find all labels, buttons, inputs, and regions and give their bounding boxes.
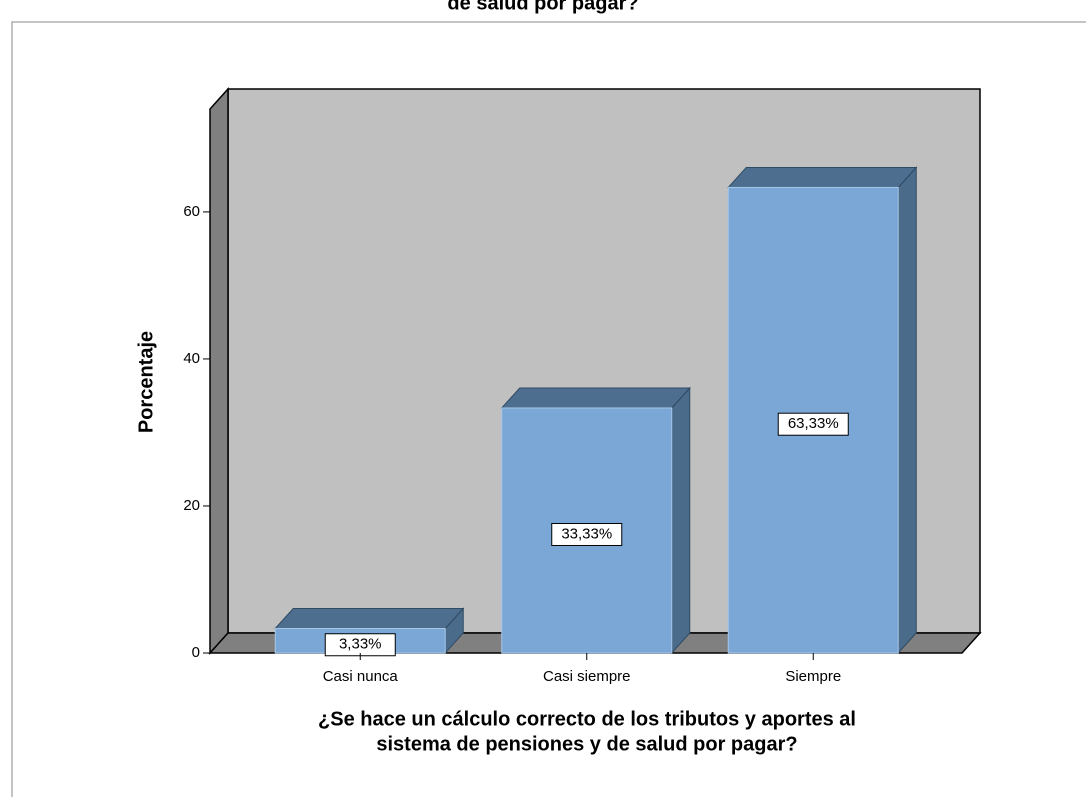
value-label: 33,33% xyxy=(561,525,612,542)
y-tick-label: 0 xyxy=(192,644,200,661)
y-tick-label: 20 xyxy=(183,497,200,514)
bar-side xyxy=(897,166,917,655)
x-tick-label: Casi siempre xyxy=(543,668,631,685)
x-tick-label: Casi nunca xyxy=(323,668,399,685)
x-tick-label: Siempre xyxy=(785,668,841,685)
value-label: 3,33% xyxy=(339,636,382,653)
left-wall xyxy=(209,87,229,655)
value-label: 63,33% xyxy=(788,415,839,432)
value-label-box xyxy=(551,522,623,546)
y-axis-label: Porcentaje xyxy=(135,331,157,433)
bar-top xyxy=(500,387,691,409)
x-axis-label: sistema de pensiones y de salud por paga… xyxy=(376,733,797,755)
value-label-box xyxy=(777,412,849,436)
bar-top xyxy=(727,166,918,188)
x-axis-label: ¿Se hace un cálculo correcto de los trib… xyxy=(318,708,856,730)
chart-title: de salud por pagar? xyxy=(447,0,638,14)
y-tick-label: 60 xyxy=(183,203,200,220)
y-tick-label: 40 xyxy=(183,350,200,367)
bar-side xyxy=(671,386,691,655)
bar-top xyxy=(274,608,465,630)
